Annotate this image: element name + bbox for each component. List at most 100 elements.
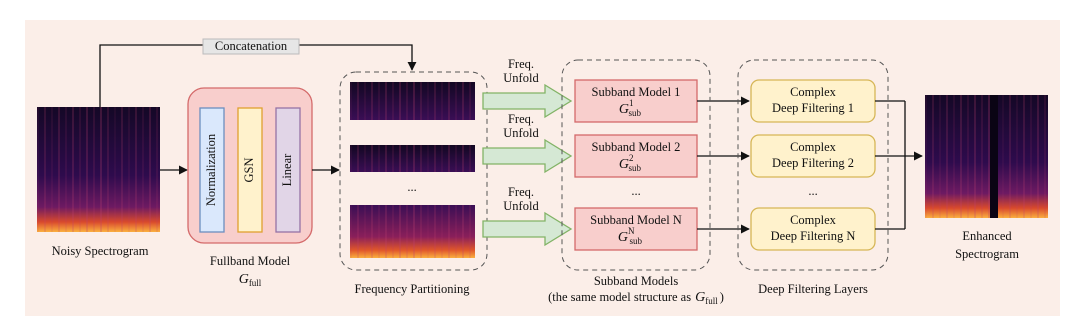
spectrogram-texture: [385, 82, 387, 120]
unfold-arrow: [482, 211, 573, 247]
symbol-base: G: [695, 290, 705, 305]
spectrogram-texture: [364, 205, 366, 258]
spectrogram-texture: [953, 95, 955, 218]
spectrogram-texture: [939, 95, 941, 218]
spectrogram-texture: [392, 82, 394, 120]
symbol-sub: full: [249, 278, 262, 288]
label: Linear: [280, 153, 294, 186]
spectrogram-texture: [448, 205, 450, 258]
symbol-base: G: [619, 102, 629, 117]
label: GSN: [242, 157, 256, 182]
label: Subband Model 1: [592, 85, 681, 99]
spectrogram-texture: [121, 107, 123, 232]
spectrogram-texture: [58, 107, 60, 232]
spectrogram-texture: [135, 107, 137, 232]
subband-model-box: [574, 207, 698, 251]
spectrogram: [350, 205, 475, 258]
spectrogram-texture: [392, 145, 394, 172]
spectrogram-texture: [448, 82, 450, 120]
spectrogram-texture: [44, 107, 46, 232]
label: Freq.: [508, 57, 534, 71]
label: Freq.: [508, 185, 534, 199]
label: Concatenation: [215, 39, 288, 53]
spectrogram-texture: [448, 145, 450, 172]
spectrogram-texture: [441, 145, 443, 172]
math-symbol: G2 sub: [619, 153, 642, 173]
spectrogram-texture: [378, 82, 380, 120]
spectrogram-texture: [434, 82, 436, 120]
label: Deep Filtering 1: [772, 101, 854, 115]
spectrogram-texture: [371, 205, 373, 258]
spectrogram-texture: [462, 82, 464, 120]
label: (the same model structure as Gfull): [548, 290, 724, 306]
spectrogram-texture: [399, 82, 401, 120]
layer-block: [237, 107, 263, 233]
label: Complex: [790, 140, 837, 154]
concat-label-box: [202, 38, 300, 55]
label: Freq.: [508, 112, 534, 126]
math-symbol: G1 sub: [619, 98, 642, 118]
spectrogram-texture: [100, 107, 102, 232]
spectrogram-texture: [420, 205, 422, 258]
spectrogram-texture: [79, 107, 81, 232]
label: Normalization: [204, 133, 218, 206]
spectrogram-texture: [420, 145, 422, 172]
label: Complex: [790, 213, 837, 227]
spectrogram-texture: [357, 145, 359, 172]
spectrogram-texture: [65, 107, 67, 232]
spectrogram: [350, 145, 475, 172]
spectrogram-texture: [1044, 95, 1046, 218]
symbol-sub: sub: [629, 108, 642, 118]
label: ...: [407, 180, 416, 194]
symbol-sub: sub: [629, 163, 642, 173]
label: Noisy Spectrogram: [52, 244, 149, 258]
spectrogram-texture: [406, 145, 408, 172]
spectrogram-texture: [974, 95, 976, 218]
spectrogram-texture: [72, 107, 74, 232]
unfold-arrow: [482, 138, 573, 174]
spectrogram-texture: [1030, 95, 1032, 218]
spectrogram: [37, 107, 160, 232]
label: Fullband Model: [210, 254, 291, 268]
spectrogram-texture: [378, 145, 380, 172]
spectrogram-texture: [156, 107, 158, 232]
label: Subband Model N: [590, 213, 682, 227]
math-symbol: GN sub: [618, 226, 643, 246]
label: Deep Filtering Layers: [758, 282, 868, 296]
label: Subband Model 2: [592, 140, 681, 154]
subband-group: [561, 59, 711, 271]
spectrogram-texture: [350, 145, 352, 172]
spectrogram-texture: [399, 205, 401, 258]
filter-group: [737, 59, 889, 271]
spectrogram-texture: [469, 205, 471, 258]
label: Spectrogram: [955, 247, 1019, 261]
spectrogram-texture: [932, 95, 934, 218]
spectrogram-texture: [413, 82, 415, 120]
label: Complex: [790, 85, 837, 99]
spectrogram-texture: [1009, 95, 1011, 218]
spectrogram-texture: [350, 82, 352, 120]
symbol-sup: 2: [629, 153, 634, 163]
label: Frequency Partitioning: [355, 282, 471, 296]
label: Enhanced: [962, 229, 1012, 243]
spectrogram-texture: [946, 95, 948, 218]
spectrogram-texture: [86, 107, 88, 232]
spectrogram-texture: [371, 82, 373, 120]
spectrogram-texture: [378, 205, 380, 258]
spectrogram-texture: [981, 95, 983, 218]
spectrogram-texture: [427, 82, 429, 120]
spectrogram-texture: [142, 107, 144, 232]
spectrogram-texture: [469, 145, 471, 172]
spectrogram-texture: [93, 107, 95, 232]
note-close: ): [720, 290, 724, 304]
spectrogram-texture: [406, 205, 408, 258]
note-text: (the same model structure as: [548, 290, 691, 304]
spectrogram-texture: [406, 82, 408, 120]
spectrogram-texture: [399, 145, 401, 172]
spectrogram-texture: [469, 82, 471, 120]
spectrogram-texture: [462, 145, 464, 172]
symbol-sub: sub: [630, 236, 643, 246]
spectrogram-texture: [149, 107, 151, 232]
spectrogram-texture: [364, 145, 366, 172]
